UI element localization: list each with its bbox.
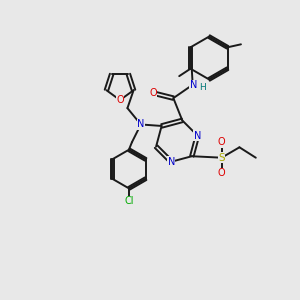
Text: N: N bbox=[137, 119, 145, 130]
Text: O: O bbox=[116, 95, 124, 105]
Text: O: O bbox=[218, 137, 225, 147]
Text: N: N bbox=[194, 130, 201, 140]
Text: Cl: Cl bbox=[124, 196, 134, 206]
Text: H: H bbox=[199, 83, 206, 92]
Text: N: N bbox=[190, 80, 197, 90]
Text: O: O bbox=[218, 168, 225, 178]
Text: S: S bbox=[218, 153, 225, 163]
Text: O: O bbox=[149, 88, 157, 98]
Text: N: N bbox=[167, 157, 175, 167]
